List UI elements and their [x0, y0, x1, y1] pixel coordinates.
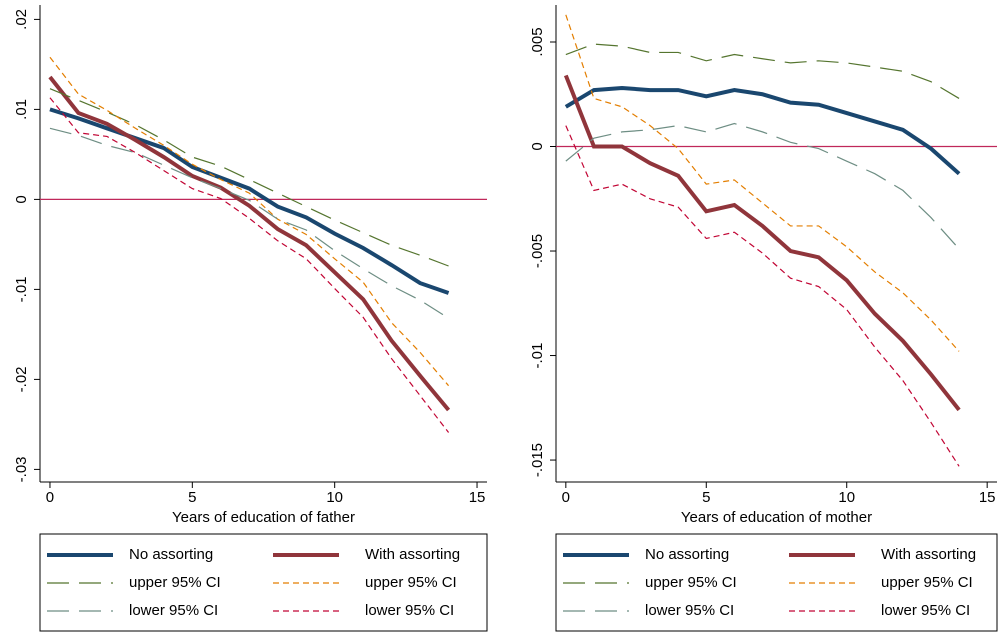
y-tick-label: -.03 [13, 456, 30, 482]
x-tick-label: 0 [46, 489, 54, 506]
series-line [565, 122, 960, 250]
series-line [49, 88, 449, 267]
series-line [565, 14, 960, 352]
x-tick-label: 10 [326, 489, 343, 506]
legend-label: With assorting [881, 546, 976, 563]
legend-label: With assorting [365, 546, 460, 563]
series-line [49, 107, 450, 295]
legend-label: lower 95% CI [881, 602, 970, 619]
series-line [49, 127, 449, 319]
y-tick-label: .01 [13, 99, 30, 120]
legend-box [555, 533, 998, 632]
y-tick-label: .005 [529, 27, 546, 56]
series-line [49, 97, 450, 433]
legend-label: lower 95% CI [365, 602, 454, 619]
legend-label: upper 95% CI [645, 574, 737, 591]
series-line [565, 125, 960, 467]
y-tick-label: -.01 [13, 276, 30, 302]
x-tick-label: 10 [838, 489, 855, 506]
x-tick-label: 5 [702, 489, 710, 506]
y-tick-label: -.01 [529, 343, 546, 369]
y-tick-label: -.015 [529, 443, 546, 477]
x-tick-label: 15 [979, 489, 996, 506]
x-tick-label: 0 [562, 489, 570, 506]
x-axis-label: Years of education of father [172, 509, 355, 526]
legend-label: lower 95% CI [129, 602, 218, 619]
series-line [49, 56, 450, 387]
x-axis-label: Years of education of mother [681, 509, 872, 526]
x-tick-label: 5 [188, 489, 196, 506]
legend-label: No assorting [129, 546, 213, 563]
y-tick-label: -.005 [529, 234, 546, 268]
x-tick-label: 15 [469, 489, 486, 506]
legend-label: upper 95% CI [365, 574, 457, 591]
series-line [48, 75, 451, 412]
legend-label: upper 95% CI [129, 574, 221, 591]
legend-label: lower 95% CI [645, 602, 734, 619]
legend-label: upper 95% CI [881, 574, 973, 591]
legend-box [39, 533, 488, 632]
series-line [563, 74, 961, 412]
series-line [564, 85, 961, 176]
y-tick-label: 0 [13, 195, 30, 203]
legend-label: No assorting [645, 546, 729, 563]
y-tick-label: 0 [529, 142, 546, 150]
y-tick-label: .02 [13, 9, 30, 30]
y-tick-label: -.02 [13, 366, 30, 392]
series-line [565, 43, 960, 99]
